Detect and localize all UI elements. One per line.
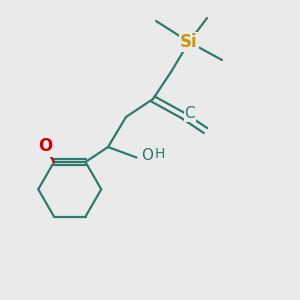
Text: Si: Si <box>180 33 198 51</box>
Text: O: O <box>38 137 52 155</box>
Text: H: H <box>154 148 165 161</box>
Text: O: O <box>141 148 153 164</box>
Text: C: C <box>184 106 195 122</box>
